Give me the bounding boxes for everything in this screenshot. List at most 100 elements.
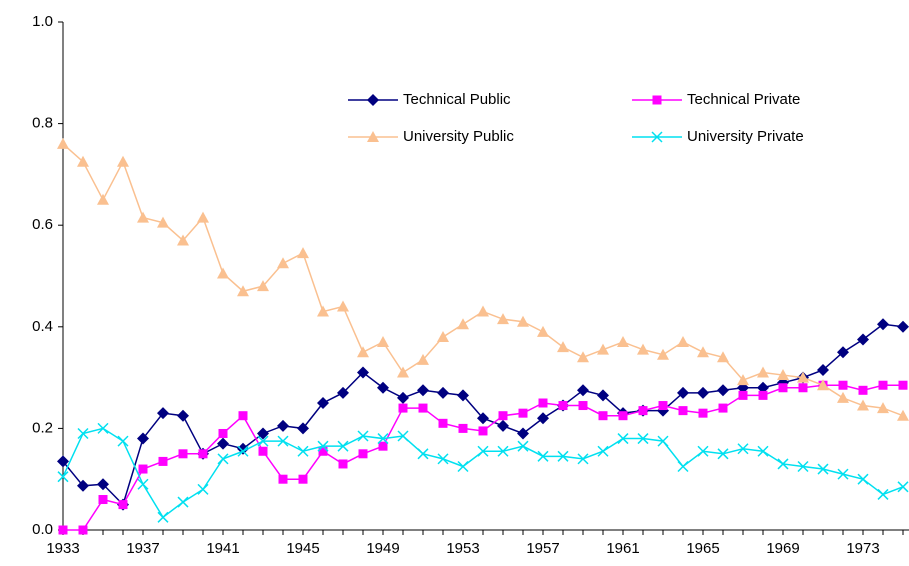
x-tick-label: 1941: [206, 540, 239, 557]
marker: [317, 305, 329, 317]
marker: [877, 402, 889, 414]
marker: [678, 406, 688, 416]
marker: [57, 455, 69, 468]
marker: [498, 411, 508, 421]
marker: [857, 473, 869, 485]
marker: [817, 379, 829, 391]
x-tick-label: 1973: [846, 540, 879, 557]
marker: [457, 389, 469, 402]
marker: [517, 427, 529, 440]
marker: [797, 371, 809, 383]
marker: [658, 401, 668, 411]
marker: [858, 385, 868, 395]
x-tick-label: 1945: [286, 540, 319, 557]
marker: [397, 366, 409, 378]
marker: [597, 343, 609, 355]
marker: [57, 137, 69, 149]
marker: [698, 408, 708, 418]
marker: [697, 445, 709, 457]
marker: [457, 460, 469, 473]
series: [58, 380, 908, 535]
marker: [837, 468, 849, 480]
marker: [217, 453, 229, 465]
x-tick-label: 1969: [766, 540, 799, 557]
marker: [657, 435, 669, 447]
marker: [397, 391, 409, 404]
marker: [538, 398, 548, 408]
marker: [597, 445, 609, 457]
marker: [497, 419, 509, 432]
marker: [817, 363, 829, 376]
legend-label: University Private: [687, 128, 804, 145]
marker: [317, 397, 329, 409]
marker: [297, 247, 309, 259]
x-tick-label: 1961: [606, 540, 639, 557]
marker: [118, 500, 128, 510]
marker: [157, 511, 169, 523]
marker: [398, 403, 408, 413]
marker: [337, 386, 349, 399]
legend-label: University Public: [403, 128, 514, 145]
marker: [317, 440, 329, 452]
marker: [117, 435, 129, 447]
marker: [338, 459, 348, 469]
marker: [77, 427, 89, 440]
marker: [137, 211, 149, 223]
series: [57, 422, 909, 523]
marker: [757, 445, 769, 457]
marker: [97, 478, 109, 491]
marker: [137, 478, 149, 490]
marker: [637, 343, 649, 355]
marker: [77, 155, 89, 167]
marker: [98, 495, 108, 505]
legend-label: Technical Public: [403, 91, 511, 108]
marker: [577, 384, 589, 397]
marker: [718, 403, 728, 413]
marker: [138, 464, 148, 474]
legend: Technical Public Technical Private Univers…: [348, 91, 804, 145]
marker: [377, 336, 389, 348]
y-tick-label: 0.2: [32, 419, 53, 436]
legend-label: Technical Private: [687, 91, 800, 108]
marker: [217, 267, 229, 279]
line: [62, 427, 904, 519]
marker: [517, 315, 529, 327]
marker: [497, 445, 509, 457]
marker: [557, 341, 569, 353]
marker: [257, 280, 269, 292]
marker: [757, 381, 769, 394]
marker: [537, 450, 549, 462]
marker: [298, 474, 308, 484]
marker: [357, 366, 369, 379]
marker: [737, 443, 749, 455]
series: [57, 137, 909, 421]
marker: [117, 155, 129, 167]
marker: [897, 320, 909, 333]
marker: [357, 430, 369, 442]
x-tick-label: 1957: [526, 540, 559, 557]
marker: [178, 449, 188, 459]
marker: [558, 401, 568, 411]
marker: [578, 401, 588, 411]
marker: [377, 381, 389, 394]
marker: [278, 474, 288, 484]
marker: [617, 433, 629, 445]
marker: [277, 419, 289, 432]
marker: [677, 460, 689, 473]
marker: [717, 351, 729, 363]
marker: [717, 448, 729, 460]
marker: [797, 460, 809, 473]
x-tick-label: 1965: [686, 540, 719, 557]
marker: [857, 399, 869, 411]
marker: [577, 351, 589, 363]
marker: [557, 450, 569, 462]
marker: [477, 305, 489, 317]
y-tick-label: 0.6: [32, 216, 53, 233]
y-tick-label: 0.0: [32, 521, 53, 538]
legend-marker: [651, 131, 663, 143]
marker: [477, 445, 489, 457]
marker: [477, 412, 489, 425]
y-tick-label: 0.8: [32, 115, 53, 132]
marker: [437, 386, 449, 399]
